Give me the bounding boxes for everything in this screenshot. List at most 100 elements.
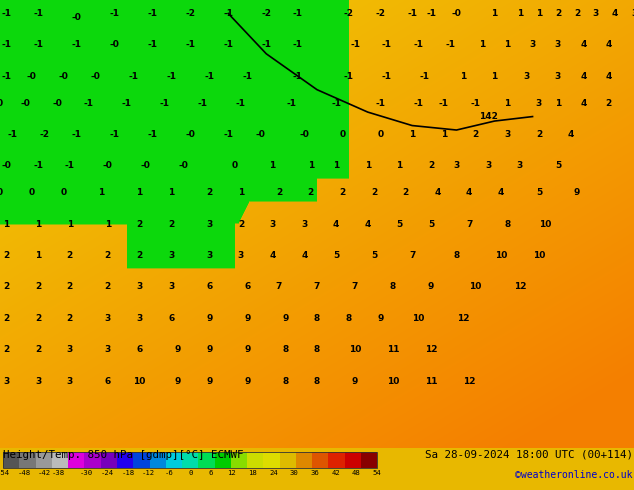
Text: 4: 4: [434, 188, 441, 197]
Text: 6: 6: [244, 282, 250, 292]
Text: -24: -24: [101, 470, 113, 476]
Text: 3: 3: [453, 161, 460, 171]
Text: -1: -1: [147, 40, 157, 49]
Text: -2: -2: [261, 9, 271, 18]
Text: -1: -1: [128, 72, 138, 81]
Text: -0: -0: [1, 161, 11, 171]
Text: 1: 1: [555, 98, 561, 108]
Text: 6: 6: [209, 470, 213, 476]
Text: 0: 0: [0, 98, 3, 108]
Text: 3: 3: [168, 282, 174, 292]
Text: 3: 3: [485, 161, 491, 171]
Text: 12: 12: [514, 282, 526, 292]
Text: 9: 9: [282, 314, 288, 323]
Text: 10: 10: [387, 377, 399, 386]
Text: 1: 1: [409, 130, 415, 139]
Text: 9: 9: [352, 377, 358, 386]
Bar: [36, 452, 52, 468]
Text: 9: 9: [244, 377, 250, 386]
Text: 4: 4: [580, 98, 586, 108]
Text: -1: -1: [382, 40, 392, 49]
Text: -1: -1: [382, 72, 392, 81]
Text: -1: -1: [8, 130, 18, 139]
Text: 5: 5: [396, 220, 403, 229]
Text: 4: 4: [466, 188, 472, 197]
Text: -1: -1: [223, 130, 233, 139]
Text: 9: 9: [174, 377, 181, 386]
Text: 2: 2: [67, 314, 73, 323]
Text: 9: 9: [206, 377, 212, 386]
Text: 1: 1: [504, 40, 510, 49]
Bar: [280, 452, 296, 468]
Text: 1: 1: [441, 130, 447, 139]
Text: 2: 2: [371, 188, 377, 197]
Text: 2: 2: [105, 251, 111, 260]
Text: -6: -6: [165, 470, 174, 476]
Text: 5: 5: [555, 161, 561, 171]
Text: 4: 4: [605, 40, 612, 49]
Text: -0: -0: [27, 72, 37, 81]
Text: 2: 2: [307, 188, 314, 197]
Text: 2: 2: [3, 314, 10, 323]
Text: 2: 2: [67, 282, 73, 292]
Text: 7: 7: [466, 220, 472, 229]
Text: -0: -0: [71, 13, 81, 23]
Text: -1: -1: [470, 98, 481, 108]
Text: 12: 12: [463, 377, 476, 386]
Text: 1: 1: [98, 188, 105, 197]
Text: 4: 4: [612, 9, 618, 18]
Text: -1: -1: [420, 72, 430, 81]
Text: 3: 3: [168, 251, 174, 260]
Text: -1: -1: [33, 161, 43, 171]
Bar: [117, 452, 133, 468]
Text: -0: -0: [90, 72, 100, 81]
Text: -54: -54: [0, 470, 10, 476]
Text: 7: 7: [276, 282, 282, 292]
Text: -0: -0: [179, 161, 189, 171]
Text: 8: 8: [453, 251, 460, 260]
Text: 7: 7: [352, 282, 358, 292]
Text: 10: 10: [349, 345, 361, 354]
Text: -1: -1: [1, 40, 11, 49]
Text: 8: 8: [282, 345, 288, 354]
Text: 11: 11: [425, 377, 437, 386]
Text: -1: -1: [166, 72, 176, 81]
Text: -1: -1: [344, 72, 354, 81]
Text: 9: 9: [377, 314, 384, 323]
Text: 3: 3: [105, 314, 111, 323]
Text: 2: 2: [605, 98, 612, 108]
Text: -1: -1: [407, 9, 417, 18]
Text: 1: 1: [168, 188, 174, 197]
Bar: [247, 452, 263, 468]
Text: 3: 3: [555, 40, 561, 49]
Text: 4: 4: [333, 220, 339, 229]
Text: 10: 10: [495, 251, 507, 260]
Bar: [214, 452, 231, 468]
Text: -1: -1: [65, 161, 75, 171]
Text: -1: -1: [198, 98, 208, 108]
Text: 4: 4: [580, 40, 586, 49]
Text: -1: -1: [160, 98, 170, 108]
Text: 3: 3: [555, 72, 561, 81]
Text: -1: -1: [33, 9, 43, 18]
Text: -1: -1: [293, 40, 303, 49]
Bar: [296, 452, 312, 468]
Text: 1: 1: [396, 161, 403, 171]
Text: 10: 10: [539, 220, 552, 229]
Text: -1: -1: [287, 98, 297, 108]
Text: -1: -1: [242, 72, 252, 81]
Bar: [84, 452, 101, 468]
Text: 8: 8: [390, 282, 396, 292]
Text: 7: 7: [409, 251, 415, 260]
Text: 2: 2: [67, 251, 73, 260]
Text: 1: 1: [365, 161, 371, 171]
Text: 1: 1: [307, 161, 314, 171]
Bar: [3, 452, 377, 468]
Text: 4: 4: [301, 251, 307, 260]
Text: 12: 12: [228, 470, 236, 476]
Text: 6: 6: [136, 345, 143, 354]
Text: -18: -18: [121, 470, 134, 476]
Text: 1: 1: [269, 161, 276, 171]
Text: 2: 2: [555, 9, 561, 18]
Text: 3: 3: [3, 377, 10, 386]
